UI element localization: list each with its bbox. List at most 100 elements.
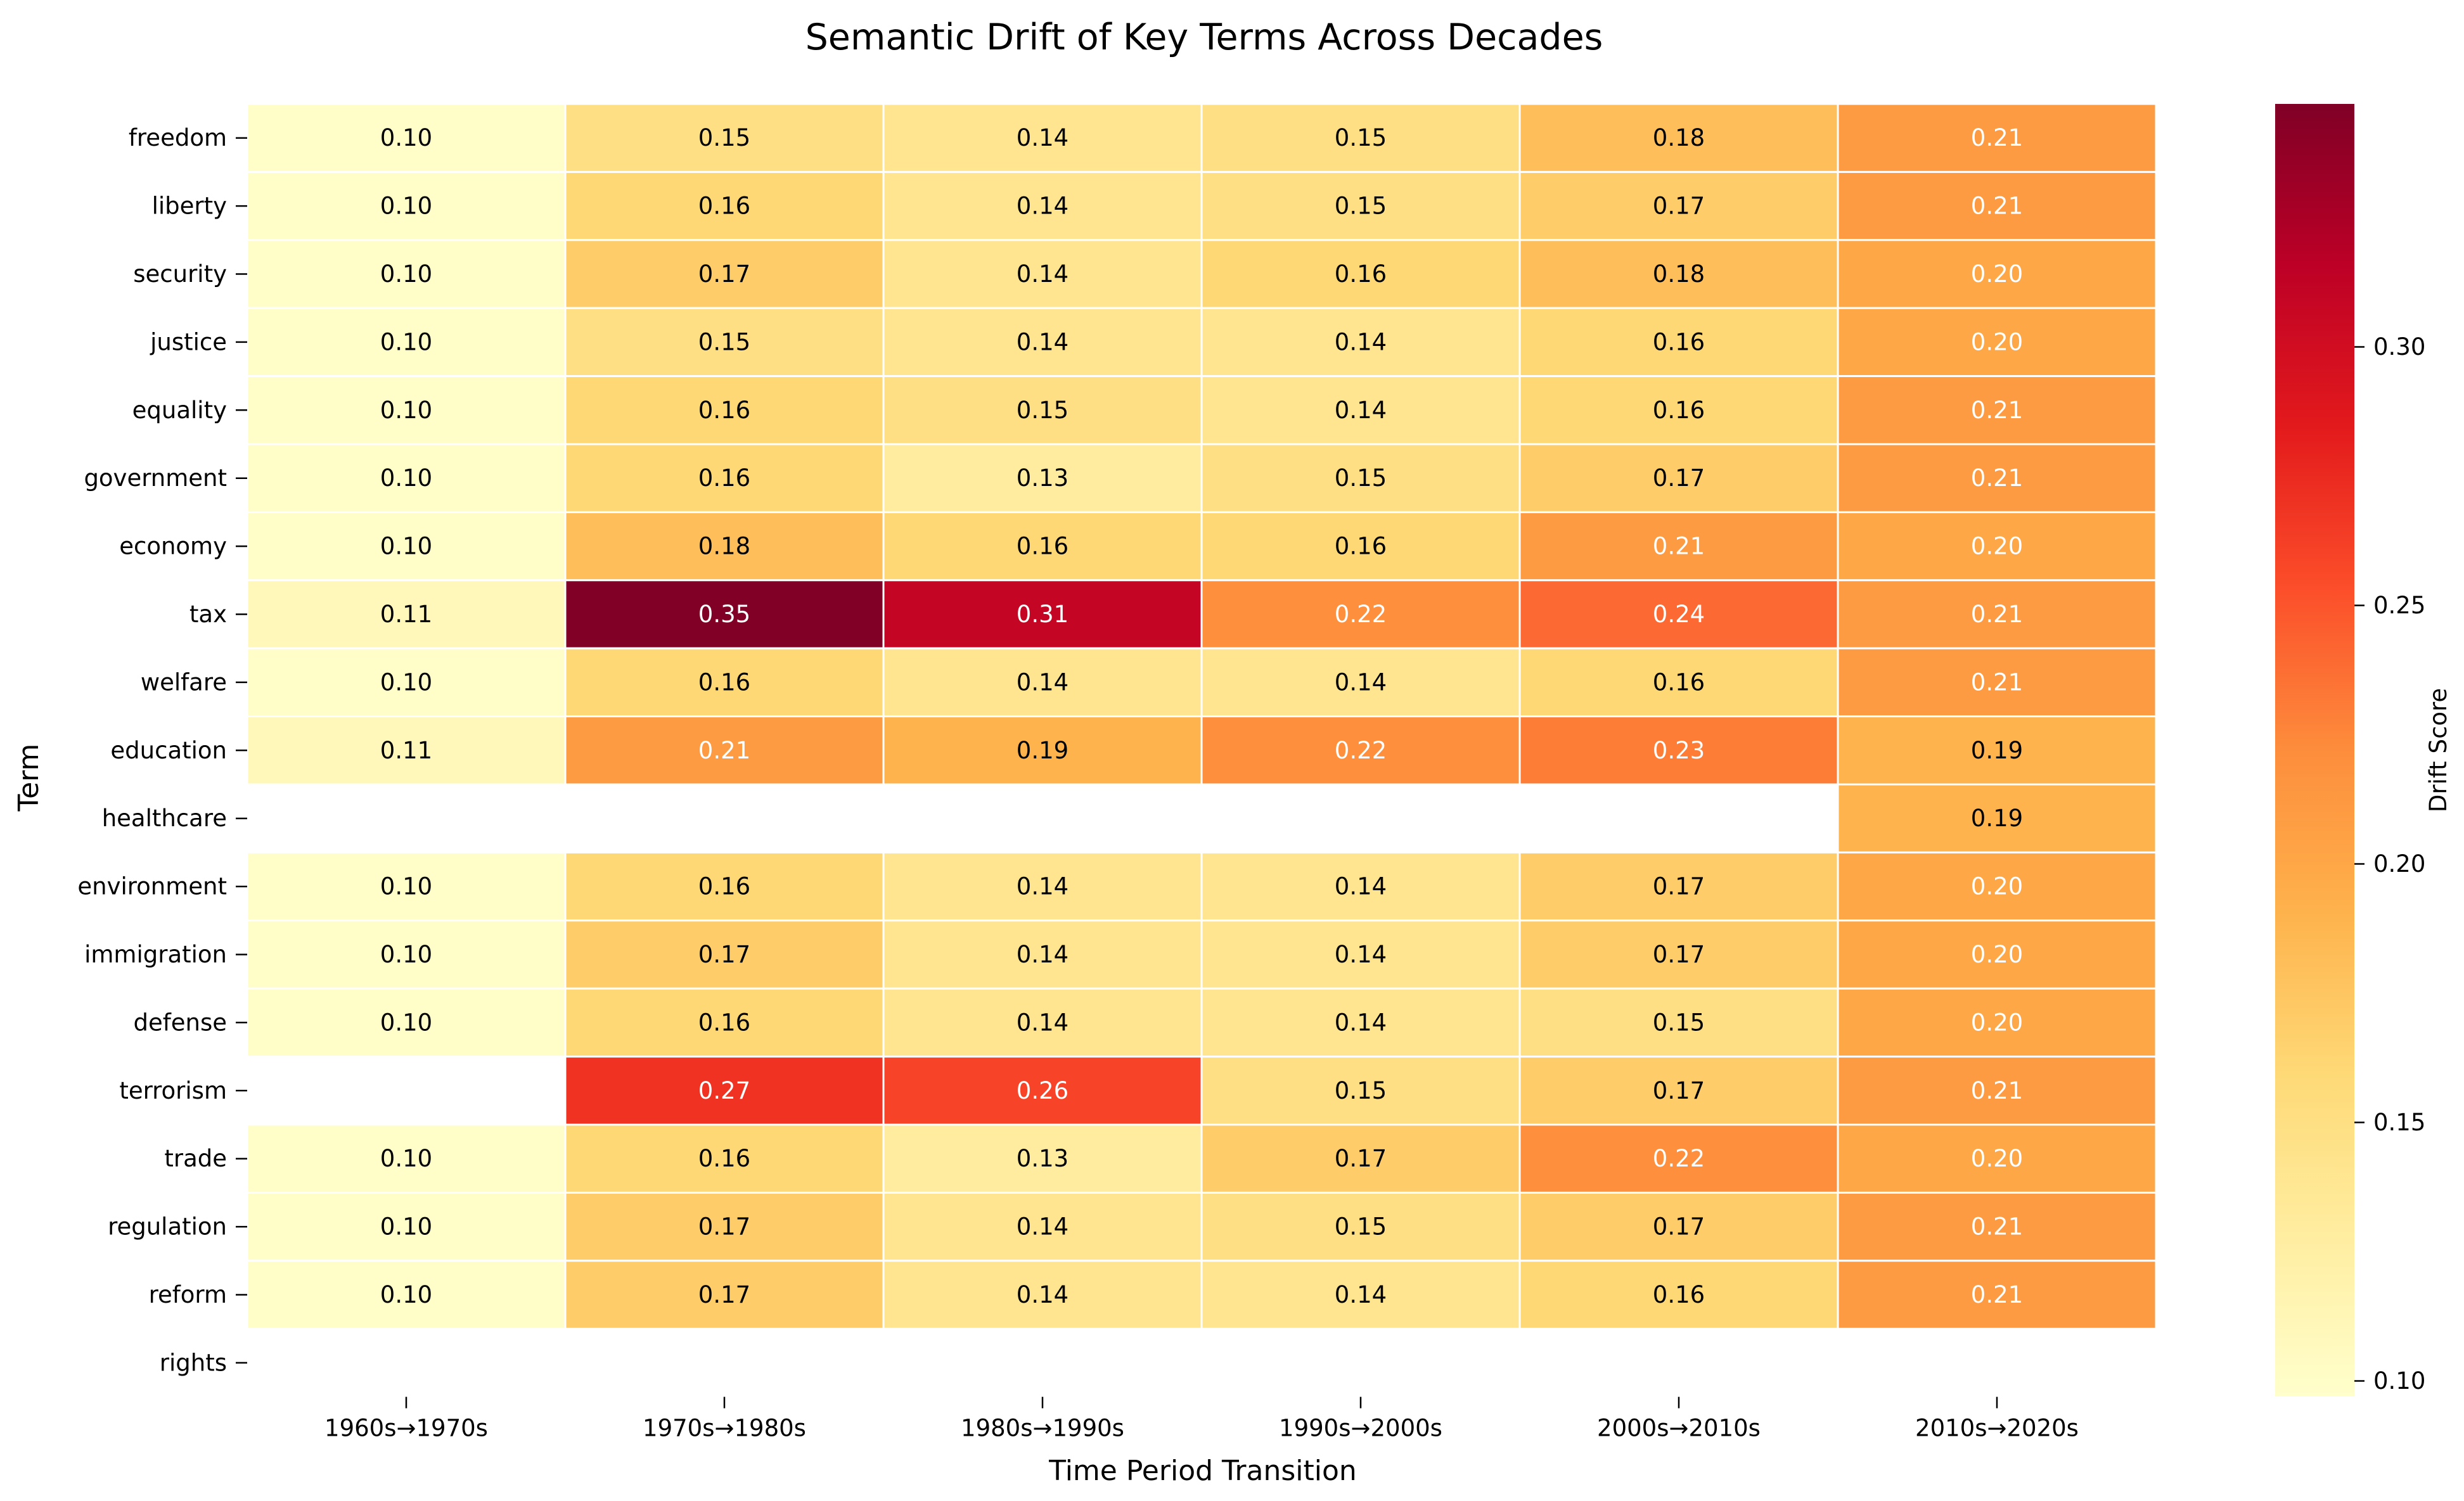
cell-value-label: 0.11 (380, 737, 432, 764)
heatmap-cell (1837, 1056, 2157, 1126)
cell-value-label: 0.16 (698, 397, 750, 424)
colorbar-tick-label: 0.20 (2373, 850, 2425, 878)
cell-value-label: 0.17 (1653, 1077, 1705, 1104)
heatmap-cell (246, 307, 567, 378)
heatmap-cell (1518, 647, 1839, 718)
cell-value-label: 0.15 (1653, 1009, 1705, 1036)
column-label: 2000s→2010s (1597, 1415, 1761, 1442)
heatmap-cell (1518, 715, 1839, 786)
cell-value-label: 0.18 (1653, 124, 1705, 151)
cell-value-label: 0.14 (1017, 193, 1068, 220)
cell-value-label: 0.26 (1017, 1077, 1068, 1104)
heatmap-cell (246, 1260, 567, 1330)
cell-value-label: 0.17 (1653, 193, 1705, 220)
heatmap-cell (1200, 375, 1521, 445)
heatmap-cell (1518, 987, 1839, 1058)
cell-value-label: 0.14 (1017, 668, 1068, 696)
cell-value-label: 0.14 (1017, 328, 1068, 355)
row-label: reform (149, 1281, 227, 1308)
cell-value-label: 0.20 (1971, 1145, 2023, 1172)
column-labels: 1960s→1970s 1970s→1980s 1980s→1990s 1990s→2… (324, 1396, 2079, 1442)
heatmap-cell (1200, 715, 1521, 786)
heatmap-cell (882, 1260, 1203, 1330)
cell-value-label: 0.16 (698, 668, 750, 696)
cell-value-label: 0.21 (1971, 464, 2023, 492)
cell-value-label: 0.10 (380, 193, 432, 220)
cell-value-label: 0.21 (1971, 1213, 2023, 1241)
cell-value-label: 0.20 (1971, 941, 2023, 968)
heatmap-cell (1518, 579, 1839, 649)
heatmap-cell (1518, 851, 1839, 922)
heatmap-cell (882, 1123, 1203, 1194)
heatmap-cell (246, 1191, 567, 1262)
heatmap-cell (1200, 511, 1521, 582)
colorbar-label: Drift Score (2425, 688, 2452, 812)
row-label: tax (189, 601, 227, 628)
heatmap-cell (882, 851, 1203, 922)
row-label: environment (77, 873, 227, 900)
heatmap-cell (246, 443, 567, 513)
heatmap-cell (882, 103, 1203, 173)
heatmap-cell (1518, 307, 1839, 378)
cell-value-label: 0.10 (380, 1145, 432, 1172)
cell-value-label: 0.16 (1335, 260, 1387, 288)
cell-value-label: 0.16 (698, 464, 750, 492)
colorbar (2275, 104, 2354, 1396)
cell-value-label: 0.16 (698, 1145, 750, 1172)
heatmap-cell (246, 919, 567, 990)
row-label: education (110, 737, 227, 764)
colorbar-tick-label: 0.10 (2373, 1367, 2425, 1395)
cell-value-label: 0.17 (1653, 873, 1705, 900)
column-label: 2010s→2020s (1915, 1415, 2079, 1442)
cell-value-label: 0.21 (1971, 193, 2023, 220)
cell-value-label: 0.23 (1653, 737, 1705, 764)
cell-value-label: 0.14 (1017, 873, 1068, 900)
heatmap-cell (564, 1260, 885, 1330)
row-label: liberty (152, 193, 227, 220)
heatmap-cell (882, 375, 1203, 445)
cell-value-label: 0.10 (380, 873, 432, 900)
heatmap-cell (246, 511, 567, 582)
heatmap-cell (564, 239, 885, 309)
heatmap-cell (882, 307, 1203, 378)
cell-value-label: 0.17 (1653, 1213, 1705, 1241)
cell-value-label: 0.19 (1017, 737, 1068, 764)
heatmap-cell (1200, 170, 1521, 241)
cell-value-label: 0.14 (1335, 873, 1387, 900)
row-label: government (84, 464, 227, 492)
row-label: immigration (84, 941, 227, 968)
heatmap-cell (246, 647, 567, 718)
heatmap-cell (1837, 307, 2157, 378)
cell-value-label: 0.14 (1335, 668, 1387, 696)
heatmap-cell (246, 1123, 567, 1194)
cell-value-label: 0.14 (1017, 1009, 1068, 1036)
heatmap-cell (246, 375, 567, 445)
cell-value-label: 0.21 (1971, 1281, 2023, 1308)
heatmap-cell (1837, 1260, 2157, 1330)
heatmap-cell (1200, 987, 1521, 1058)
cell-value-label: 0.10 (380, 124, 432, 151)
cell-value-label: 0.14 (1335, 1009, 1387, 1036)
cell-value-label: 0.20 (1971, 328, 2023, 355)
heatmap-cell (1200, 239, 1521, 309)
heatmap-cell (246, 987, 567, 1058)
column-label: 1960s→1970s (324, 1415, 488, 1442)
cell-value-label: 0.15 (1335, 1213, 1387, 1241)
cell-value-label: 0.15 (698, 328, 750, 355)
heatmap-cell (564, 103, 885, 173)
row-labels: freedom liberty security justice equality gov… (77, 124, 247, 1376)
cell-value-label: 0.14 (1017, 941, 1068, 968)
cell-value-label: 0.20 (1971, 1009, 2023, 1036)
cell-value-label: 0.14 (1335, 941, 1387, 968)
heatmap-cell (1837, 987, 2157, 1058)
cell-value-label: 0.16 (1017, 533, 1068, 560)
heatmap-cell (246, 579, 567, 649)
chart-title: Semantic Drift of Key Terms Across Decad… (805, 16, 1603, 58)
cell-value-label: 0.10 (380, 328, 432, 355)
cell-value-label: 0.17 (1653, 464, 1705, 492)
cell-value-label: 0.27 (698, 1077, 750, 1104)
cell-value-label: 0.14 (1017, 1281, 1068, 1308)
cell-value-label: 0.14 (1335, 328, 1387, 355)
row-label: defense (133, 1009, 227, 1036)
row-label: equality (132, 397, 227, 424)
